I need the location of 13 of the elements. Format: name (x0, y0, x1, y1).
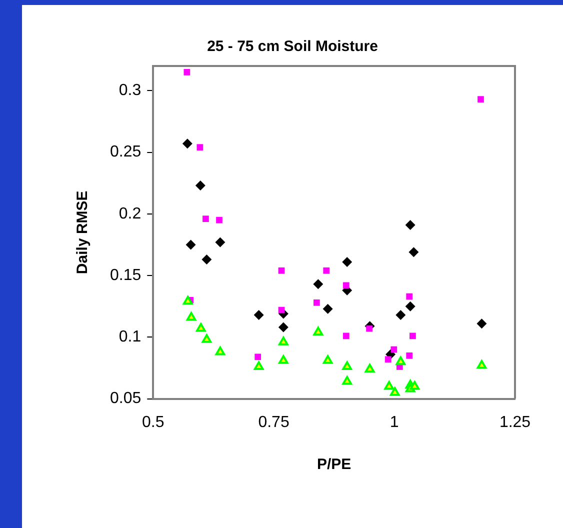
y-tick-label: 0.1 (118, 328, 142, 346)
x-tick-label: 0.75 (258, 414, 290, 431)
y-tick-label: 0.25 (110, 144, 142, 161)
y-tick-label: 0.05 (110, 390, 142, 408)
x-tick-label: 0.5 (142, 414, 164, 431)
x-tick-label: 1.25 (499, 414, 531, 431)
y-tick-label: 0.3 (118, 82, 142, 100)
x-tick-label: 1 (390, 414, 399, 431)
y-axis-title: Daily RMSE (74, 190, 92, 274)
y-tick-label: 0.15 (110, 266, 142, 284)
x-axis-title: P/PE (316, 456, 352, 474)
y-tick-label: 0.2 (118, 205, 142, 222)
chart-title: 25 - 75 cm Soil Moisture (207, 38, 378, 56)
